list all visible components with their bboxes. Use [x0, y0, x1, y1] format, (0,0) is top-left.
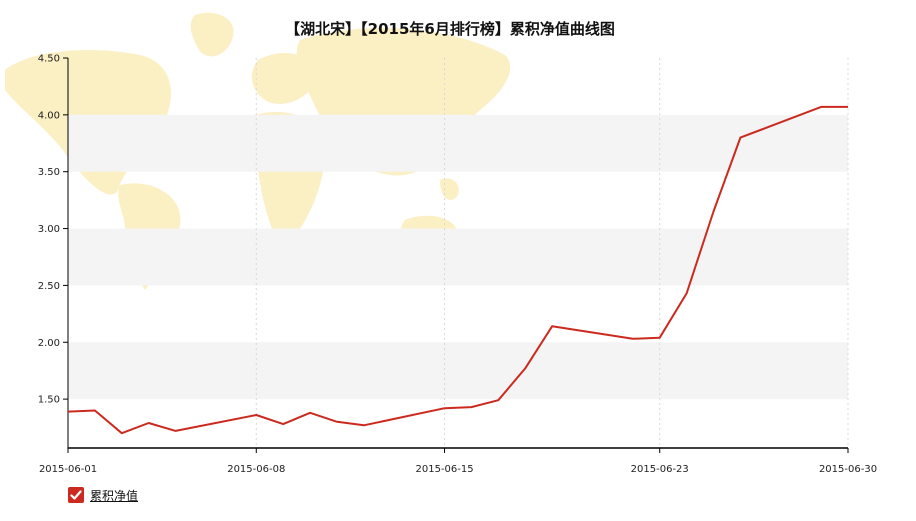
grid-band: [68, 228, 848, 286]
y-tick-label: 2.00: [38, 338, 60, 349]
legend-label: 累积净值: [90, 488, 139, 503]
legend-item[interactable]: 累积净值: [68, 486, 138, 504]
map-shape: [190, 12, 234, 57]
series-layer: [67, 105, 848, 435]
y-tick-label: 1.50: [38, 395, 60, 406]
horizontal-bands: [68, 114, 848, 400]
grid-band: [68, 114, 848, 172]
series-line: [67, 105, 848, 435]
grid-band: [68, 342, 848, 400]
checkmark-icon: [68, 487, 84, 503]
y-tick-label: 4.00: [38, 110, 60, 121]
x-tick-label: 2015-06-01: [39, 464, 97, 475]
y-tick-label: 4.50: [38, 54, 60, 65]
x-tick-labels: 2015-06-01 2015-06-08 2015-06-15 2015-06-23…: [39, 448, 877, 475]
map-shape: [440, 178, 459, 200]
vertical-gridlines: [255, 58, 849, 448]
x-tick-label: 2015-06-23: [631, 464, 689, 475]
chart-title: 【湖北宋】【2015年6月排行榜】累积净值曲线图: [285, 20, 615, 38]
x-tick-label: 2015-06-08: [227, 464, 285, 475]
y-tick-label: 3.00: [38, 224, 60, 235]
y-tick-labels: 1.50 2.00 2.50 3.00 3.50 4.00 4.50: [38, 54, 68, 406]
axes: [67, 58, 848, 449]
y-tick-label: 3.50: [38, 167, 60, 178]
x-tick-label: 2015-06-30: [819, 464, 877, 475]
x-tick-label: 2015-06-15: [415, 464, 473, 475]
y-tick-label: 2.50: [38, 281, 60, 292]
